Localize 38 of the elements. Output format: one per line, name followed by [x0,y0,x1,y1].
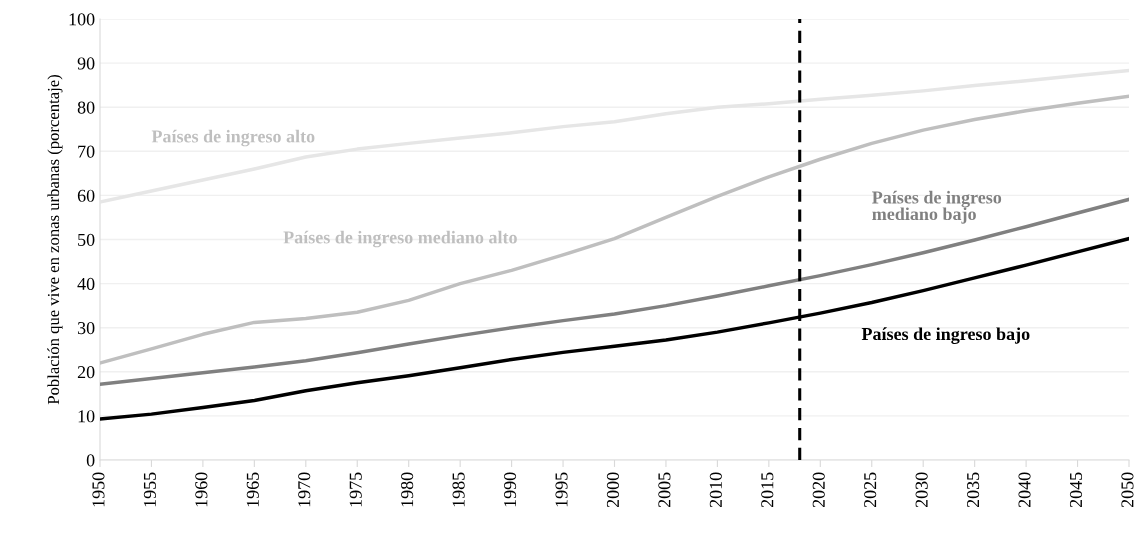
x-tick-label: 1990 [503,472,517,507]
x-tick-label: 2020 [812,472,825,508]
line-series [100,94,1129,365]
y-tick-label: 30 [77,321,95,335]
y-tick-label: 10 [78,410,95,423]
x-tick-label: 1965 [246,472,259,507]
x-tick-label: 2000 [606,472,620,508]
series-label: Países de ingreso alto [151,129,315,147]
y-tick-label: 60 [77,189,95,202]
x-tick-label: 2025 [864,472,877,508]
x-tick-label: 2010 [709,472,722,508]
y-tick-label: 50 [78,233,95,246]
x-tick-label: 1960 [195,472,208,507]
x-tick-label: 2040 [1018,472,1031,508]
series-label: Países de ingreso mediano bajo [872,190,1002,224]
y-tick-label: 40 [77,277,95,291]
x-tick-label: 2030 [915,472,928,508]
y-tick-label: 80 [77,101,95,114]
x-tick-label: 2035 [966,472,980,508]
x-tick-label: 2045 [1069,472,1083,508]
x-tick-label: 1970 [298,472,311,507]
y-tick-label: 90 [77,57,95,70]
x-tick-label: 2050 [1121,472,1134,508]
x-tick-label: 2015 [761,472,774,508]
x-tick-label: 1975 [349,472,362,507]
x-tick-label: 1995 [555,472,568,507]
y-axis-title: Población que vive en zonas urbanas (porcentaje) [47,75,63,405]
y-tick-label: 20 [77,366,95,379]
series-label: Países de ingreso bajo [861,327,1030,344]
series-label: Países de ingreso mediano alto [283,230,517,248]
y-tick-label: 0 [86,454,95,467]
x-tick-label: 1955 [143,472,156,507]
x-tick-label: 2005 [658,472,671,508]
y-tick-label: 100 [69,13,95,26]
x-tick-label: 1985 [452,472,465,507]
x-tick-label: 1950 [92,472,105,507]
x-tick-label: 1980 [401,472,414,507]
y-tick-label: 70 [78,145,95,158]
